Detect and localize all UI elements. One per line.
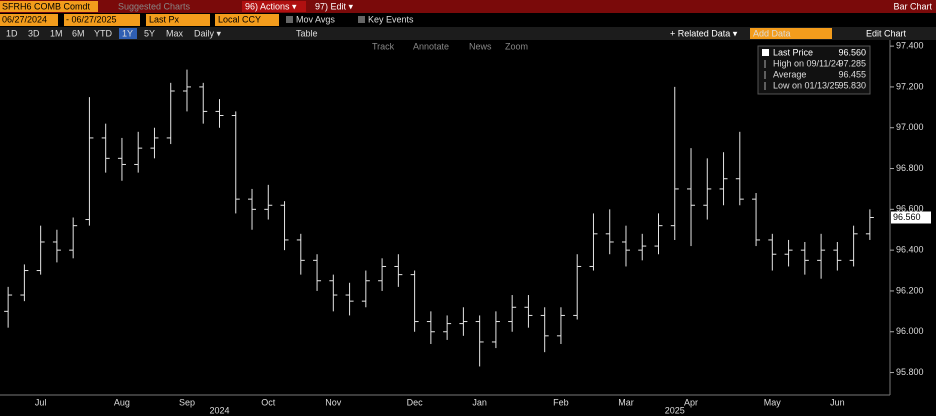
year-label: 2025	[665, 405, 685, 415]
chart-kind: Bar Chart	[893, 1, 932, 11]
period-button[interactable]: 6M	[72, 28, 85, 38]
checkbox[interactable]	[286, 16, 293, 23]
period-button[interactable]: 5Y	[144, 28, 155, 38]
start-date-box[interactable]	[0, 14, 58, 26]
currency-box[interactable]	[215, 14, 279, 26]
period-button[interactable]: YTD	[94, 28, 113, 38]
legend-name: Average	[773, 69, 806, 79]
period-button[interactable]: Max	[166, 28, 184, 38]
y-tick-label: 96.200	[896, 285, 924, 295]
tool-button[interactable]: Annotate	[413, 41, 449, 51]
x-tick-label: Oct	[261, 397, 276, 407]
chart-tools: Track Annotate News Zoom	[372, 41, 528, 51]
frequency[interactable]: Daily ▾	[194, 28, 222, 38]
y-tick-label: 97.400	[896, 40, 924, 50]
x-tick-label: May	[764, 397, 782, 407]
edit-chart[interactable]: Edit Chart	[866, 28, 907, 38]
tool-button[interactable]: Zoom	[505, 41, 528, 51]
title-bar	[0, 0, 936, 13]
key-events[interactable]: Key Events	[368, 14, 414, 24]
field[interactable]: Last Px	[149, 14, 180, 24]
y-tick-label: 96.400	[896, 245, 924, 255]
edit-menu[interactable]: 97) Edit ▾	[315, 1, 354, 11]
x-tick-label: Nov	[325, 397, 342, 407]
currency[interactable]: Local CCY	[218, 14, 261, 24]
legend-name: Low on 01/13/25	[773, 80, 840, 90]
y-tick-label: 96.800	[896, 163, 924, 173]
mov-avgs[interactable]: Mov Avgs	[296, 14, 335, 24]
x-tick-label: Jan	[472, 397, 487, 407]
x-tick-label: Aug	[114, 397, 130, 407]
checkbox[interactable]	[358, 16, 365, 23]
x-tick-label: Apr	[684, 397, 698, 407]
legend-value: 96.560	[838, 47, 866, 57]
toolbar-row	[0, 27, 936, 40]
period-button[interactable]: 1Y	[122, 28, 133, 38]
legend-name: Last Price	[773, 47, 813, 57]
x-tick-label: Sep	[179, 397, 195, 407]
end-date-box[interactable]	[64, 14, 140, 26]
add-data[interactable]: Add Data	[753, 28, 791, 38]
x-tick-label: Mar	[618, 397, 634, 407]
add-data-box[interactable]	[750, 28, 832, 39]
actions-menu[interactable]: 96) Actions ▾	[245, 1, 297, 11]
actions-box[interactable]	[242, 1, 306, 12]
period-selected[interactable]	[119, 28, 137, 39]
year-label: 2024	[209, 405, 229, 415]
last-price-tag	[891, 211, 931, 224]
legend-value: 95.830	[838, 80, 866, 90]
x-tick-label: Jun	[830, 397, 845, 407]
x-tick-label: Dec	[407, 397, 424, 407]
start-date[interactable]: 06/27/2024	[2, 14, 47, 24]
x-tick-label: Jul	[35, 397, 47, 407]
x-tick-label: Feb	[553, 397, 569, 407]
legend-value: 97.285	[838, 58, 866, 68]
suggested-charts[interactable]: Suggested Charts	[118, 1, 191, 11]
field-box[interactable]	[146, 14, 210, 26]
period-button[interactable]: 3D	[28, 28, 40, 38]
plot: 95.800 96.000 96.200 96.400 96.600 96.800 97.0…	[4, 40, 931, 415]
period-button[interactable]: 1D	[6, 28, 18, 38]
table-button[interactable]: Table	[296, 28, 318, 38]
y-tick-label: 95.800	[896, 367, 924, 377]
legend-name: High on 09/11/24	[773, 58, 841, 68]
tool-button[interactable]: Track	[372, 41, 395, 51]
legend-swatch	[762, 49, 769, 56]
y-tick-label: 96.000	[896, 326, 924, 336]
y-tick-label: 97.200	[896, 81, 924, 91]
legend-box	[757, 45, 871, 95]
related-data[interactable]: + Related Data ▾	[670, 28, 738, 38]
period-button[interactable]: 1M	[50, 28, 63, 38]
ticker[interactable]: SFRH6 COMB Comdt	[2, 1, 91, 11]
period-buttons: 1D 3D 1M 6M YTD 1Y 5Y Max	[6, 28, 184, 39]
last-price-label: 96.560	[893, 212, 921, 222]
legend-value: 96.455	[838, 69, 866, 79]
end-date[interactable]: - 06/27/2025	[66, 14, 117, 24]
y-tick-label: 97.000	[896, 122, 924, 132]
y-tick-label: 96.600	[896, 204, 924, 214]
tool-button[interactable]: News	[469, 41, 492, 51]
ticker-box[interactable]	[0, 1, 98, 12]
